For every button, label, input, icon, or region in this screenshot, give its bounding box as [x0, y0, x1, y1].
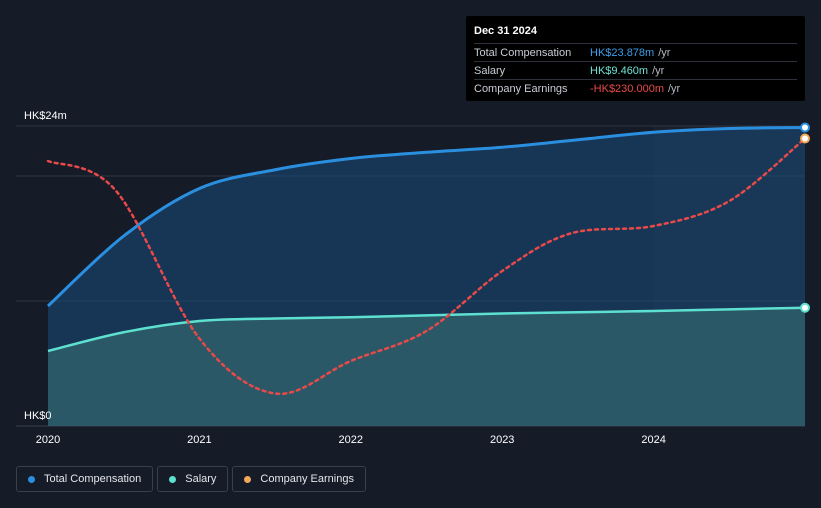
tooltip-unit: /yr [652, 64, 665, 77]
legend-label: Total Compensation [44, 473, 142, 485]
tooltip-unit: /yr [658, 46, 671, 59]
tooltip-row-total-compensation: Total Compensation HK$23.878m /yr [474, 43, 797, 61]
salary-line [47, 306, 806, 353]
x-tick-label: 2022 [339, 434, 363, 446]
legend-item-total-compensation[interactable]: Total Compensation [16, 466, 154, 492]
y-tick-label: HK$0 [24, 410, 52, 422]
x-tick-label: 2024 [641, 434, 665, 446]
legend-dot-icon [28, 475, 35, 483]
x-tick-label: 2020 [36, 434, 60, 446]
company-earnings-line [46, 137, 807, 396]
tooltip-value: HK$9.460m [590, 64, 649, 77]
series-lines [46, 126, 807, 396]
tooltip-value: HK$23.878m [590, 46, 655, 59]
tooltip-date: Dec 31 2024 [474, 25, 537, 37]
tooltip: Dec 31 2024 Total Compensation HK$23.878… [466, 16, 805, 101]
total-compensation-endpoint [800, 122, 810, 133]
legend-dot-icon [169, 475, 177, 483]
salary-endpoint [800, 302, 810, 313]
y-axis-labels: HK$24m HK$0 [24, 110, 67, 422]
legend-item-salary[interactable]: Salary [157, 466, 229, 492]
legend-dot-icon [244, 475, 252, 483]
tooltip-unit: /yr [668, 82, 681, 95]
tooltip-value: -HK$230.000m [590, 82, 664, 95]
tooltip-label: Company Earnings [474, 82, 568, 95]
total-compensation-line [46, 126, 806, 308]
legend-item-company-earnings[interactable]: Company Earnings [232, 466, 366, 492]
y-tick-label: HK$24m [24, 110, 67, 122]
tooltip-label: Total Compensation [474, 46, 572, 59]
tooltip-label: Salary [474, 64, 506, 77]
legend: Total Compensation Salary Company Earnin… [16, 466, 366, 492]
tooltip-row-salary: Salary HK$9.460m /yr [474, 61, 797, 79]
x-axis-labels: 2020 2021 2022 2023 2024 [36, 434, 666, 446]
legend-label: Company Earnings [260, 473, 354, 485]
series-areas [48, 127, 805, 427]
tooltip-row-company-earnings: Company Earnings -HK$230.000m /yr [474, 79, 797, 97]
company-earnings-endpoint [800, 133, 810, 144]
x-tick-label: 2023 [490, 434, 514, 446]
legend-label: Salary [185, 473, 217, 485]
salary-area [48, 307, 805, 426]
series-endpoints [800, 122, 810, 313]
x-tick-label: 2021 [187, 434, 211, 446]
